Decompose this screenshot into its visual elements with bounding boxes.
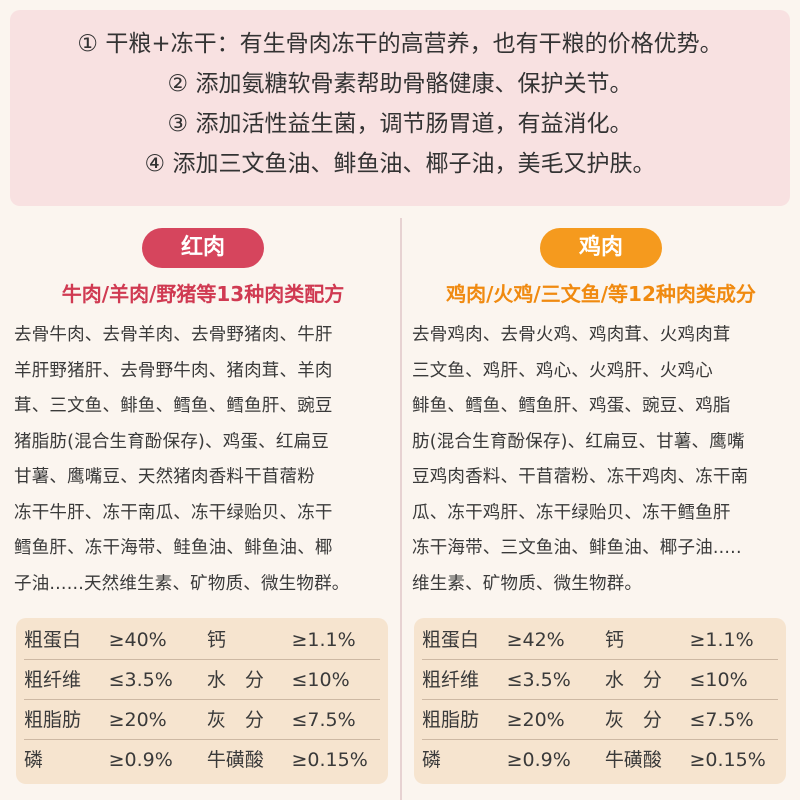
benefit-1: ① 干粮+冻干：有生骨肉冻干的高营养，也有干粮的价格优势。: [77, 31, 723, 57]
nutrient-value: ≥1.1%: [291, 629, 356, 651]
ingredient-line: 猪脂肪(混合生育酚保存)、鸡蛋、红扁豆: [14, 431, 329, 452]
column-divider: [400, 218, 402, 800]
ingredient-line: 冻干牛肝、冻干南瓜、冻干绿贻贝、冻干: [14, 502, 333, 523]
benefit-3: ③ 添加活性益生菌，调节肠胃道，有益消化。: [167, 111, 633, 137]
nutrient-name: 粗蛋白: [24, 629, 82, 651]
nutrient-value: ≥0.15%: [689, 749, 766, 771]
nutrition-row: 磷 ≥0.9% 牛磺酸 ≥0.15%: [24, 740, 380, 780]
red-meat-subtitle: 牛肉/羊肉/野猪等13种肉类配方: [61, 282, 345, 306]
nutrient-value: ≤7.5%: [689, 709, 754, 731]
benefit-2: ② 添加氨糖软骨素帮助骨骼健康、保护关节。: [167, 71, 633, 97]
red-meat-nutrition-table: 粗蛋白 ≥40% 钙 ≥1.1% 粗纤维 ≤3.5% 水 分 ≤10% 粗脂肪 …: [16, 618, 388, 784]
ingredient-line: 瓜、冻干鸡肝、冻干绿贻贝、冻干鳕鱼肝: [412, 502, 731, 523]
nutrient-value: ≤3.5%: [108, 669, 173, 691]
nutrient-name: 牛磺酸: [206, 749, 264, 771]
nutrient-name: 灰 分: [206, 709, 264, 731]
chicken-ingredients: 去骨鸡肉、去骨火鸡、鸡肉茸、火鸡肉茸 三文鱼、鸡肝、鸡心、火鸡肝、火鸡心 鲱鱼、…: [412, 318, 790, 602]
red-meat-ingredients: 去骨牛肉、去骨羊肉、去骨野猪肉、牛肝 羊肝野猪肝、去骨野牛肉、猪肉茸、羊肉 茸、…: [14, 318, 392, 602]
nutrient-value: ≥40%: [108, 629, 167, 651]
nutrition-row: 粗蛋白 ≥42% 钙 ≥1.1%: [422, 620, 778, 660]
nutrient-name: 水 分: [604, 669, 662, 691]
ingredient-line: 鳕鱼肝、冻干海带、鲑鱼油、鲱鱼油、椰: [14, 538, 333, 558]
nutrient-name: 磷: [422, 749, 442, 771]
ingredient-line: 豆鸡肉香料、干苜蓿粉、冻干鸡肉、冻干南: [412, 467, 749, 487]
nutrient-value: ≥42%: [506, 629, 565, 651]
nutrient-value: ≥0.15%: [291, 749, 368, 771]
nutrient-value: ≥0.9%: [506, 749, 571, 771]
ingredient-line: 去骨牛肉、去骨羊肉、去骨野猪肉、牛肝: [14, 325, 333, 345]
nutrient-value: ≤10%: [689, 669, 748, 691]
ingredient-line: 甘薯、鹰嘴豆、天然猪肉香料干苜蓿粉: [14, 467, 315, 487]
nutrient-value: ≥0.9%: [108, 749, 173, 771]
ingredient-line: 三文鱼、鸡肝、鸡心、火鸡肝、火鸡心: [412, 360, 713, 381]
nutrient-name: 水 分: [206, 669, 264, 691]
nutrient-name: 牛磺酸: [604, 749, 662, 771]
nutrient-name: 粗脂肪: [422, 709, 480, 731]
nutrition-row: 粗蛋白 ≥40% 钙 ≥1.1%: [24, 620, 380, 660]
nutrient-value: ≤7.5%: [291, 709, 356, 731]
nutrition-row: 磷 ≥0.9% 牛磺酸 ≥0.15%: [422, 740, 778, 780]
ingredient-line: 去骨鸡肉、去骨火鸡、鸡肉茸、火鸡肉茸: [412, 325, 731, 345]
nutrient-name: 粗纤维: [24, 669, 82, 691]
nutrient-value: ≥20%: [108, 709, 167, 731]
nutrient-name: 粗纤维: [422, 669, 480, 691]
ingredient-line: 子油......天然维生素、矿物质、微生物群。: [14, 573, 350, 594]
nutrient-value: ≥20%: [506, 709, 565, 731]
ingredient-line: 冻干海带、三文鱼油、鲱鱼油、椰子油.....: [412, 538, 742, 558]
nutrient-name: 粗脂肪: [24, 709, 82, 731]
chicken-subtitle: 鸡肉/火鸡/三文鱼/等12种肉类成分: [446, 282, 756, 306]
nutrient-name: 钙: [206, 629, 226, 651]
benefits-panel: ① 干粮+冻干：有生骨肉冻干的高营养，也有干粮的价格优势。 ② 添加氨糖软骨素帮…: [10, 10, 790, 206]
benefit-4: ④ 添加三文鱼油、鲱鱼油、椰子油，美毛又护肤。: [144, 151, 656, 177]
nutrient-name: 灰 分: [604, 709, 662, 731]
nutrition-row: 粗纤维 ≤3.5% 水 分 ≤10%: [24, 660, 380, 700]
ingredient-line: 羊肝野猪肝、去骨野牛肉、猪肉茸、羊肉: [14, 360, 333, 381]
red-meat-tag: 红肉: [142, 228, 264, 268]
ingredient-line: 鲱鱼、鳕鱼、鳕鱼肝、鸡蛋、豌豆、鸡脂: [412, 396, 731, 416]
nutrient-value: ≤3.5%: [506, 669, 571, 691]
nutrient-value: ≥1.1%: [689, 629, 754, 651]
nutrient-name: 钙: [604, 629, 624, 651]
nutrition-row: 粗纤维 ≤3.5% 水 分 ≤10%: [422, 660, 778, 700]
chicken-nutrition-table: 粗蛋白 ≥42% 钙 ≥1.1% 粗纤维 ≤3.5% 水 分 ≤10% 粗脂肪 …: [414, 618, 786, 784]
nutrient-name: 粗蛋白: [422, 629, 480, 651]
chicken-column: 鸡肉 鸡肉/火鸡/三文鱼/等12种肉类成分 去骨鸡肉、去骨火鸡、鸡肉茸、火鸡肉茸…: [412, 228, 790, 602]
ingredient-line: 茸、三文鱼、鲱鱼、鳕鱼、鳕鱼肝、豌豆: [14, 396, 333, 416]
nutrition-row: 粗脂肪 ≥20% 灰 分 ≤7.5%: [422, 700, 778, 740]
nutrient-name: 磷: [24, 749, 44, 771]
nutrient-value: ≤10%: [291, 669, 350, 691]
chicken-tag: 鸡肉: [540, 228, 662, 268]
ingredient-line: 肪(混合生育酚保存)、红扁豆、甘薯、鹰嘴: [412, 431, 745, 452]
red-meat-column: 红肉 牛肉/羊肉/野猪等13种肉类配方 去骨牛肉、去骨羊肉、去骨野猪肉、牛肝 羊…: [14, 228, 392, 602]
ingredient-line: 维生素、矿物质、微生物群。: [412, 573, 643, 594]
nutrition-row: 粗脂肪 ≥20% 灰 分 ≤7.5%: [24, 700, 380, 740]
